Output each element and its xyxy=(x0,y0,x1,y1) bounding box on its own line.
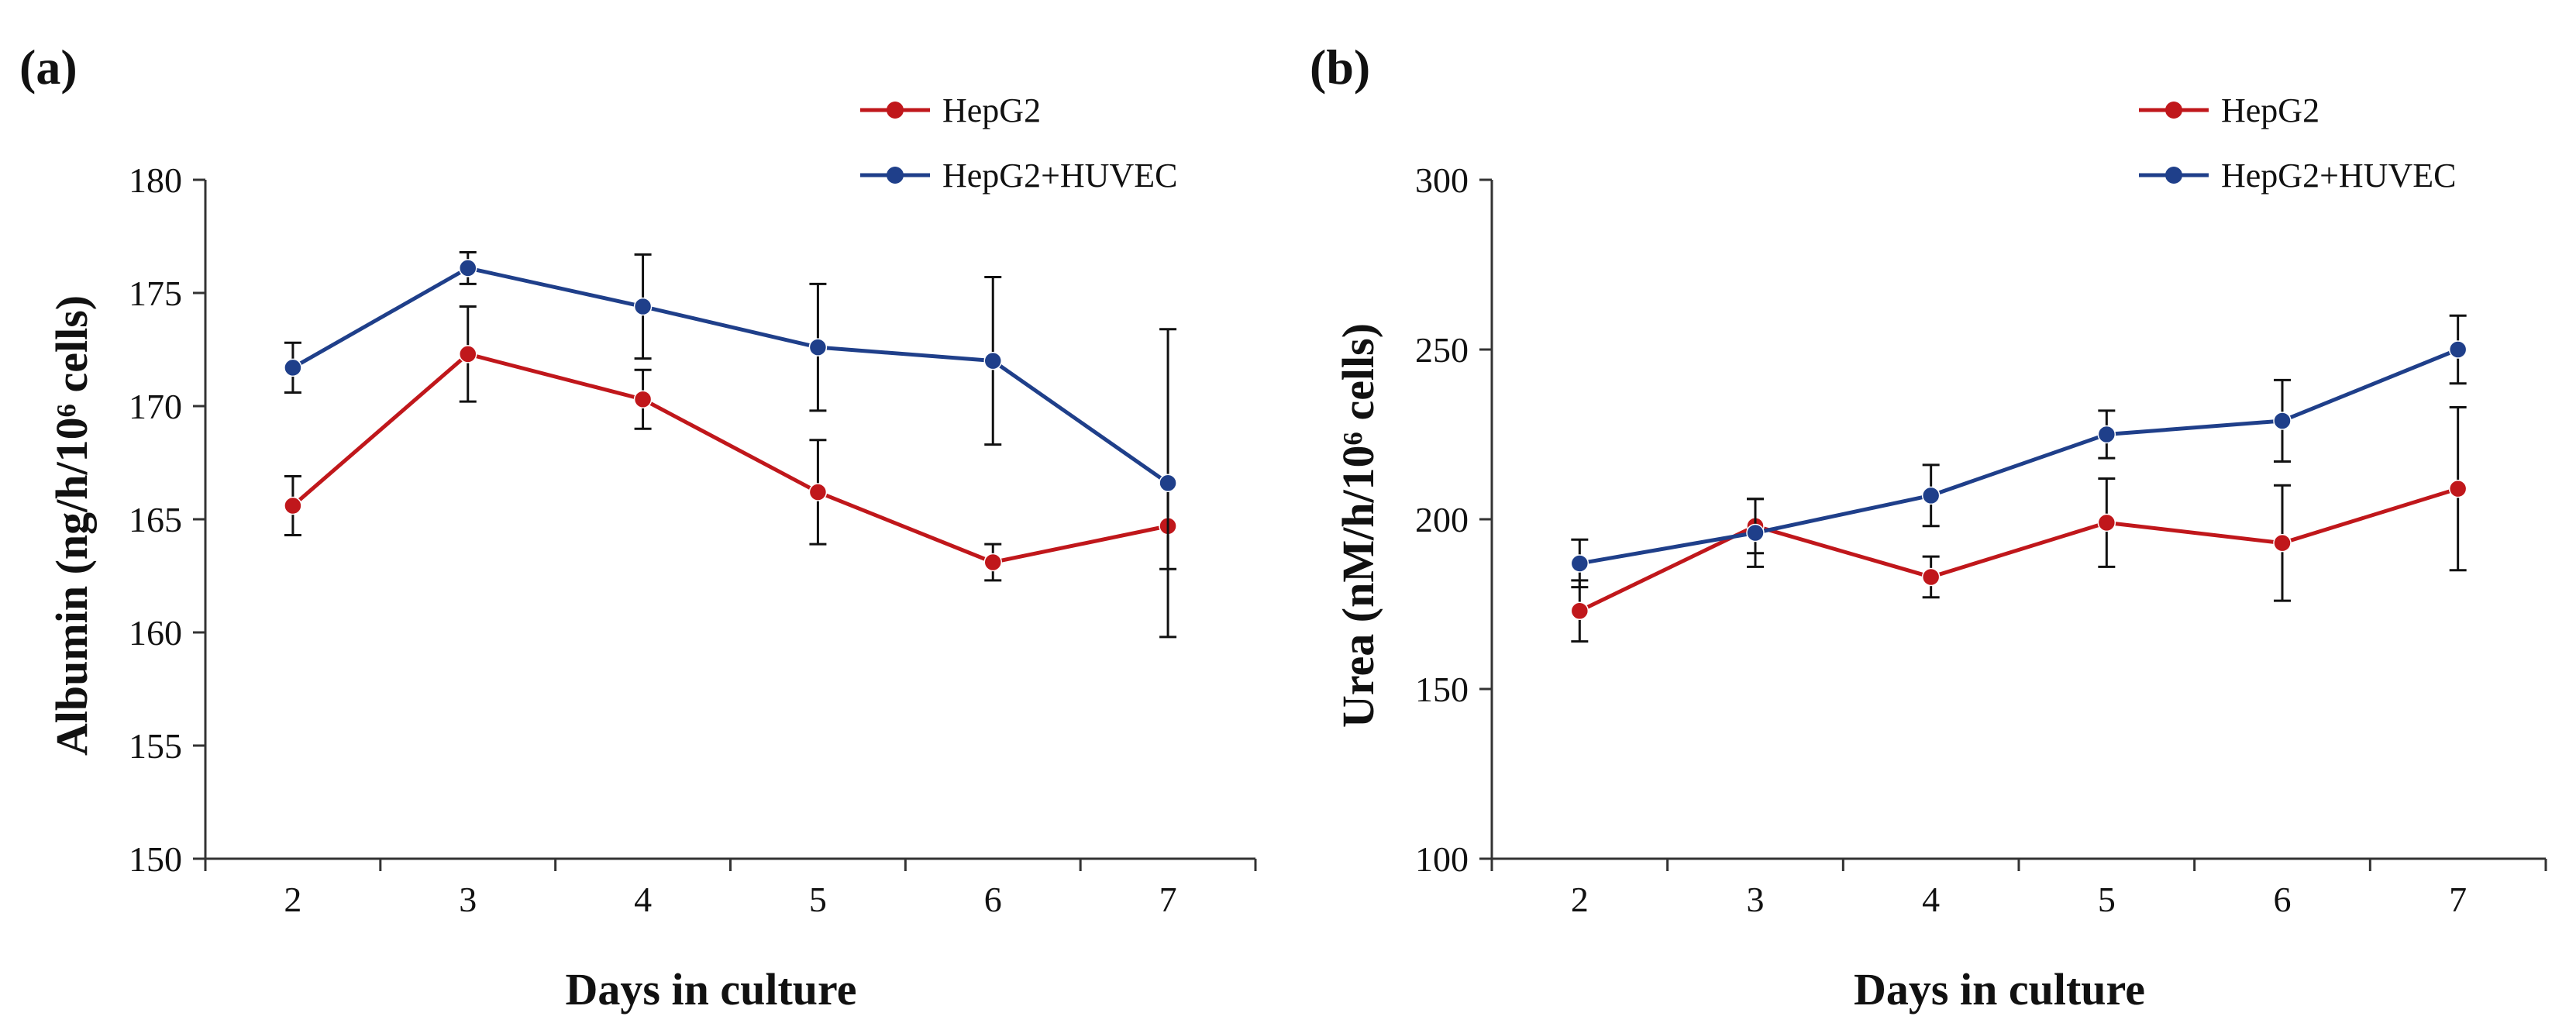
x-tick-label: 2 xyxy=(1571,880,1589,919)
legend-marker xyxy=(2165,102,2182,119)
x-tick-label: 6 xyxy=(984,880,1002,919)
legend-label: HepG2 xyxy=(2221,91,2319,129)
series-line xyxy=(291,266,1169,485)
series-line xyxy=(291,352,1169,564)
y-tick-label: 175 xyxy=(129,274,182,313)
x-axis-title: Days in culture xyxy=(1854,964,2145,1014)
x-tick-label: 7 xyxy=(1159,880,1177,919)
data-point xyxy=(983,553,1002,572)
data-point xyxy=(2097,513,2116,532)
legend-marker xyxy=(887,167,904,184)
y-axis-title: Urea (nM/h/10⁶ cells) xyxy=(1333,323,1383,728)
x-tick-label: 3 xyxy=(1747,880,1765,919)
x-tick-label: 5 xyxy=(2098,880,2116,919)
y-tick-label: 200 xyxy=(1415,500,1469,539)
data-point xyxy=(284,358,302,377)
data-point xyxy=(1921,567,1941,587)
legend-label: HepG2+HUVEC xyxy=(942,157,1177,195)
y-tick-label: 160 xyxy=(129,613,182,653)
chart-panel-albumin: (a) 150 155 160 165 170 175 180 2 3 4 5 6 7 Days in cu… xyxy=(19,40,1257,1014)
x-tick-label: 5 xyxy=(809,880,827,919)
data-point xyxy=(2448,340,2468,359)
data-point xyxy=(633,297,653,316)
legend-label: HepG2+HUVEC xyxy=(2221,157,2456,195)
series-line xyxy=(1579,487,2459,613)
x-tick-label: 7 xyxy=(2449,880,2467,919)
series-hepg2 xyxy=(284,305,1177,582)
y-tick-label: 250 xyxy=(1415,330,1469,370)
x-tick-label: 4 xyxy=(634,880,652,919)
x-tick-label: 4 xyxy=(1922,880,1940,919)
y-tick-label: 170 xyxy=(129,387,182,426)
y-axis-title: Albumin (ng/h/10⁶ cells) xyxy=(46,295,97,756)
series-hepg2 xyxy=(1570,405,2468,643)
panel-label: (b) xyxy=(1310,40,1370,95)
legend-marker xyxy=(887,102,904,119)
data-point xyxy=(1746,523,1765,543)
series-line xyxy=(1579,347,2459,566)
data-point xyxy=(808,338,828,357)
data-point xyxy=(459,345,477,363)
data-point xyxy=(1570,601,1589,621)
y-tick-label: 180 xyxy=(129,160,182,200)
data-point xyxy=(1570,554,1589,573)
legend: HepG2 HepG2+HUVEC xyxy=(860,91,1177,195)
data-point xyxy=(2097,425,2116,444)
x-axis-title: Days in culture xyxy=(566,964,857,1014)
data-point xyxy=(2273,412,2292,430)
data-point xyxy=(2273,533,2292,553)
legend: HepG2 HepG2+HUVEC xyxy=(2139,91,2456,195)
x-tick-label: 2 xyxy=(284,880,301,919)
y-tick-label: 150 xyxy=(1415,670,1469,709)
y-tick-label: 155 xyxy=(129,726,182,766)
data-point xyxy=(1921,486,1941,505)
y-tick-label: 300 xyxy=(1415,160,1469,200)
data-point xyxy=(808,483,828,501)
y-tick-label: 165 xyxy=(129,500,182,539)
series-hepg2-huvec xyxy=(1570,314,2468,589)
chart-panel-urea: (b) 100 150 200 250 300 2 3 4 5 6 7 Days in culture U… xyxy=(1310,40,2547,1014)
data-point xyxy=(284,496,302,515)
data-point xyxy=(2448,479,2468,498)
panel-label: (a) xyxy=(19,40,77,95)
series-hepg2-huvec xyxy=(284,250,1177,639)
x-tick-label: 3 xyxy=(459,880,477,919)
data-point xyxy=(983,351,1002,370)
data-point xyxy=(1159,474,1177,493)
y-tick-label: 150 xyxy=(129,839,182,879)
y-tick-label: 100 xyxy=(1415,839,1469,879)
legend-marker xyxy=(2165,167,2182,184)
legend-label: HepG2 xyxy=(942,91,1041,129)
data-point xyxy=(633,390,653,408)
data-point xyxy=(459,259,477,277)
x-tick-label: 6 xyxy=(2274,880,2292,919)
